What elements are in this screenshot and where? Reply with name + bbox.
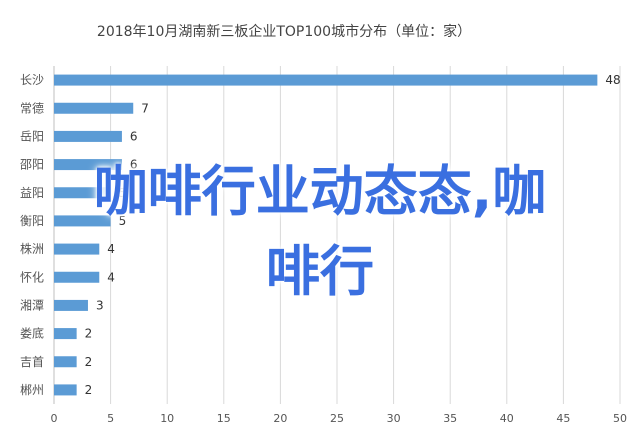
bar — [54, 102, 134, 114]
category-label: 吉首 — [20, 355, 44, 369]
x-tick-label: 15 — [217, 412, 231, 425]
bar — [54, 215, 111, 227]
data-label: 2 — [85, 355, 93, 369]
category-label: 湘潭 — [20, 297, 44, 312]
bar — [54, 243, 100, 255]
bar — [54, 130, 122, 142]
x-tick-label: 0 — [51, 412, 58, 425]
category-label: 娄底 — [20, 326, 44, 341]
data-label: 4 — [107, 242, 115, 256]
x-tick-label: 50 — [613, 412, 627, 425]
labels: 0 5 10 15 20 25 30 35 40 45 50 长沙 48 常德 7 岳阳 6 邵阳 6 益阳 5 衡阳 5 株… — [20, 73, 627, 425]
bars — [54, 74, 598, 396]
data-label: 5 — [119, 214, 127, 228]
x-tick-label: 35 — [443, 412, 457, 425]
bar — [54, 271, 100, 283]
category-label: 株洲 — [20, 241, 44, 256]
data-label: 6 — [130, 158, 138, 172]
category-label: 邵阳 — [20, 158, 44, 172]
data-label: 7 — [141, 101, 149, 115]
x-tick-label: 10 — [160, 412, 174, 425]
gridlines — [53, 66, 621, 404]
x-tick-label: 45 — [556, 412, 570, 425]
category-label: 益阳 — [20, 186, 44, 200]
data-label: 3 — [96, 298, 104, 312]
data-label: 48 — [605, 73, 620, 87]
category-label: 郴州 — [20, 383, 44, 397]
bar — [54, 356, 77, 368]
data-label: 2 — [85, 383, 93, 397]
data-label: 4 — [107, 270, 115, 284]
category-label: 怀化 — [20, 270, 44, 284]
category-label: 岳阳 — [20, 129, 44, 143]
x-tick-label: 5 — [107, 412, 114, 425]
data-label: 2 — [85, 327, 93, 341]
x-tick-label: 25 — [330, 412, 344, 425]
x-tick-label: 40 — [500, 412, 514, 425]
data-label: 5 — [119, 186, 127, 200]
category-label: 衡阳 — [20, 214, 44, 228]
bar — [54, 328, 77, 340]
bar — [54, 384, 77, 396]
category-label: 常德 — [20, 100, 44, 115]
x-tick-label: 30 — [387, 412, 401, 425]
chart-title: 2018年10月湖南新三板企业TOP100城市分布（单位：家） — [97, 23, 471, 40]
bar — [54, 159, 122, 171]
bar — [54, 299, 88, 311]
category-label: 长沙 — [20, 73, 44, 87]
x-tick-label: 20 — [273, 412, 287, 425]
data-label: 6 — [130, 129, 138, 143]
bar — [54, 74, 598, 86]
bar — [54, 187, 111, 199]
